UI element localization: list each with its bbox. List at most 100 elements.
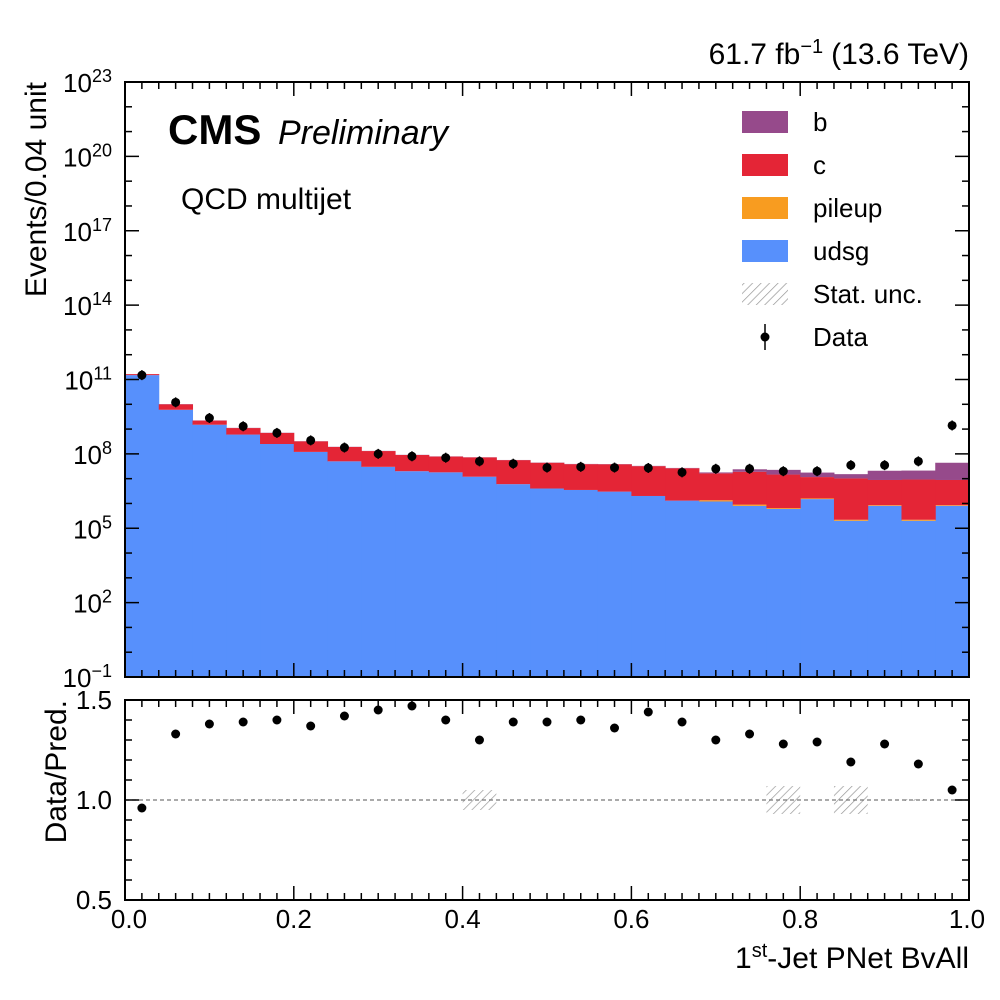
legend-label: pileup [813, 193, 882, 223]
x-tick-label: 0.2 [276, 904, 312, 934]
y-tick-base: 10 [73, 514, 102, 544]
ratio-point [441, 715, 451, 725]
ratio-point [474, 735, 484, 745]
legend-label: Data [813, 322, 868, 352]
ratio-point [508, 717, 518, 727]
bar-c [260, 432, 295, 445]
data-point [778, 466, 788, 476]
ratio-point [238, 717, 248, 727]
bar-udsg [833, 520, 869, 677]
legend-swatch [742, 240, 788, 262]
bar-udsg [800, 499, 835, 677]
y-tick-label: 102 [73, 587, 112, 619]
ratio-y-axis-title: Data/Pred. [40, 700, 73, 843]
ratio-point [711, 735, 721, 745]
bar-c [766, 474, 801, 509]
bar-c [361, 451, 396, 467]
bar-udsg [260, 444, 295, 677]
ratio-point [947, 785, 957, 795]
y-tick-base: 10 [73, 589, 102, 619]
ratio-point [204, 719, 214, 729]
y-tick-base: 10 [63, 291, 92, 321]
bar-b [867, 470, 902, 480]
x-tick-label: 1.0 [949, 904, 985, 934]
ratio-panel-axes: 0.5 1.0 1.5 0.0 0.2 0.4 0.6 0.8 1.0 [76, 685, 985, 934]
y-tick-exponent: 14 [92, 289, 112, 309]
bar-c [226, 428, 261, 435]
bar-udsg [158, 409, 194, 677]
ratio-point [913, 759, 923, 769]
y-tick-exponent: 17 [92, 215, 112, 235]
y-tick-exponent: 8 [102, 438, 112, 458]
data-point [441, 453, 451, 463]
data-point [407, 451, 417, 461]
legend-item-c: c [742, 150, 826, 180]
y-tick-exponent: 20 [92, 140, 112, 160]
unc-band-segment [260, 799, 294, 801]
y-tick-base: 10 [63, 217, 92, 247]
y-tick-label: 1020 [63, 140, 112, 172]
bar-b [901, 470, 936, 480]
preliminary-label: Preliminary [278, 114, 450, 152]
bar-c [732, 471, 767, 505]
y-tick-base: 10 [63, 142, 92, 172]
ratio-point [610, 723, 620, 733]
legend-item-stat-unc-: Stat. unc. [742, 279, 923, 309]
data-points [137, 370, 957, 478]
legend-swatch [742, 197, 788, 219]
legend-item-data: Data [760, 322, 868, 352]
bar-udsg [192, 424, 227, 677]
data-point [474, 456, 484, 466]
legend-marker [760, 332, 770, 342]
bar-c [462, 457, 497, 477]
bar-udsg [766, 508, 801, 677]
ratio-y-tick-label: 1.5 [76, 685, 112, 715]
ratio-point [745, 729, 755, 739]
y-tick-exponent: 11 [93, 364, 112, 384]
y-tick-label: 10−1 [63, 661, 112, 693]
data-point [745, 464, 755, 474]
bar-pileup [800, 498, 835, 500]
cms-label: CMS [168, 106, 261, 153]
ratio-y-tick-label: 1.0 [76, 785, 112, 815]
data-point [238, 421, 248, 431]
data-point [643, 463, 653, 473]
data-point [812, 466, 822, 476]
data-point [306, 435, 316, 445]
ratio-point [373, 705, 383, 715]
y-axis-title: Events/0.04 unit [20, 81, 53, 297]
legend-label: udsg [813, 236, 869, 266]
data-point [576, 462, 586, 472]
lumi-label: 61.7 fb−1 (13.6 TeV) [709, 36, 969, 71]
bar-udsg [327, 461, 362, 677]
data-point [880, 460, 890, 470]
data-point [508, 459, 518, 469]
ratio-uncertainty-band [125, 786, 969, 814]
legend-label: b [813, 107, 827, 137]
ratio-point [576, 715, 586, 725]
data-point [272, 428, 282, 438]
ratio-point [880, 739, 890, 749]
data-point [846, 460, 856, 470]
unc-band-segment [462, 790, 497, 810]
bar-b [833, 474, 869, 479]
data-point [947, 420, 957, 430]
y-tick-exponent: 23 [92, 66, 112, 86]
y-tick-label: 1017 [63, 215, 112, 247]
ratio-points [137, 701, 957, 813]
bar-udsg [698, 501, 734, 677]
ratio-point [272, 715, 282, 725]
bar-udsg [935, 505, 969, 677]
y-tick-label: 108 [73, 438, 112, 470]
bar-b [935, 462, 969, 480]
y-tick-label: 1023 [63, 66, 112, 98]
stacked-histogram [125, 374, 969, 677]
ratio-point [137, 803, 147, 813]
legend-swatch [742, 154, 788, 176]
data-point [171, 397, 181, 407]
data-point [677, 467, 687, 477]
legend-item-udsg: udsg [742, 236, 869, 266]
region-label: QCD multijet [181, 183, 352, 216]
bar-c [935, 479, 969, 506]
bar-udsg [125, 375, 160, 677]
